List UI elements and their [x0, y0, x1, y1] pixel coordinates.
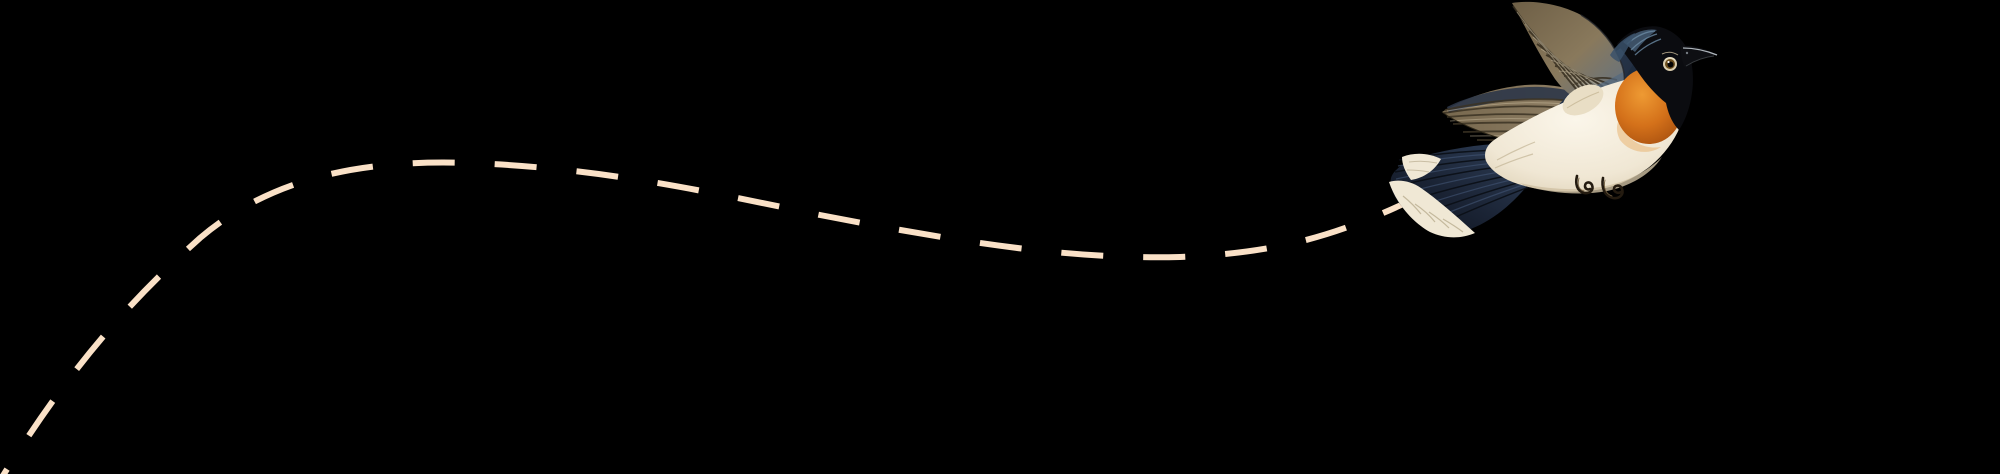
crown-sheen	[1623, 29, 1657, 52]
head-cap	[1610, 26, 1693, 131]
tail-white-upper-patch	[1402, 153, 1441, 180]
swallow-bird-illustration	[1389, 1, 1718, 238]
feet-icon	[1574, 174, 1624, 200]
tail-white-lower-tips	[1389, 180, 1475, 238]
flight-path-dashed-line	[0, 159, 1422, 474]
beak-icon	[1680, 45, 1718, 68]
scapular-patch	[1562, 84, 1604, 116]
eye-icon	[1661, 51, 1679, 71]
nape-blue	[1610, 33, 1635, 62]
